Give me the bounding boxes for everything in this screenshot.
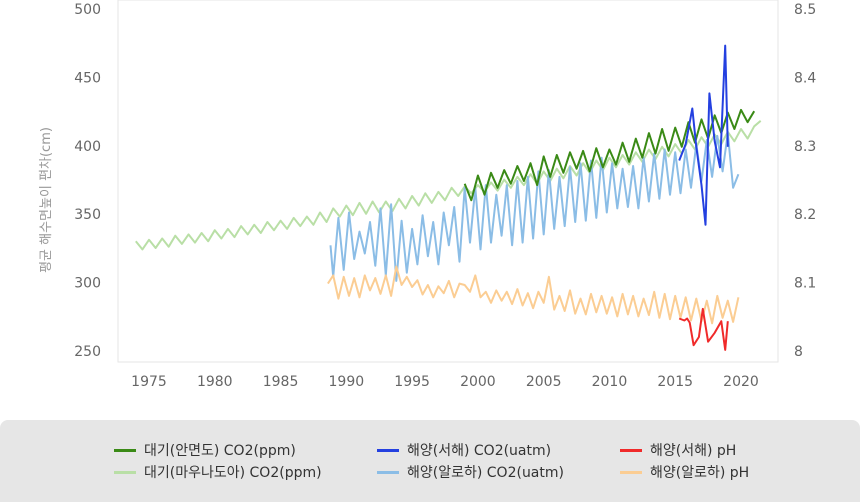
series-line-5 bbox=[327, 265, 740, 325]
x-axis: 1975 1980 1985 1990 1995 2000 2005 2010 2015 2020 bbox=[131, 374, 759, 390]
legend-item-5[interactable]: 해양(알로하) pH bbox=[620, 462, 749, 482]
y-left-tick-label: 400 bbox=[74, 139, 101, 155]
legend-item-1[interactable]: 대기(마우나도아) CO2(ppm) bbox=[114, 462, 322, 482]
legend-item-4[interactable]: 해양(서해) pH bbox=[620, 440, 736, 460]
x-tick-label: 1980 bbox=[197, 374, 233, 390]
legend: 대기(안면도) CO2(ppm) 해양(서해) CO2(uatm) 해양(서해) p… bbox=[0, 420, 860, 502]
series-line-1 bbox=[135, 120, 762, 251]
plot-area bbox=[117, 0, 779, 363]
y-right-tick-label: 8.3 bbox=[794, 139, 816, 155]
y-left-tick-label: 500 bbox=[74, 2, 101, 18]
series-line-3 bbox=[329, 132, 740, 282]
x-tick-label: 1985 bbox=[263, 374, 299, 390]
legend-label: 해양(서해) CO2(uatm) bbox=[407, 443, 552, 459]
legend-swatch bbox=[377, 448, 399, 452]
y-left-tick-label: 350 bbox=[74, 207, 101, 223]
series-line-4 bbox=[678, 307, 729, 351]
y-left-tick-label: 250 bbox=[74, 344, 101, 360]
legend-swatch bbox=[114, 448, 136, 452]
y-left-tick-label: 300 bbox=[74, 276, 101, 292]
y-axis-label: 평균 해수면높이 편차(cm) bbox=[39, 127, 54, 273]
y-right-tick-label: 8.2 bbox=[794, 207, 816, 223]
series-line-2 bbox=[678, 44, 729, 226]
legend-label: 대기(마우나도아) CO2(ppm) bbox=[144, 465, 322, 481]
series-layer bbox=[135, 44, 762, 351]
y-axis-left: 250 300 350 400 450 500 bbox=[74, 2, 101, 360]
y-right-tick-label: 8.1 bbox=[794, 276, 816, 292]
legend-item-0[interactable]: 대기(안면도) CO2(ppm) bbox=[114, 440, 296, 460]
legend-label: 대기(안면도) CO2(ppm) bbox=[144, 443, 296, 459]
x-tick-label: 2010 bbox=[592, 374, 628, 390]
legend-label: 해양(알로하) CO2(uatm) bbox=[407, 465, 564, 481]
legend-swatch bbox=[114, 470, 136, 474]
legend-item-3[interactable]: 해양(알로하) CO2(uatm) bbox=[377, 462, 564, 482]
legend-swatch bbox=[377, 470, 399, 474]
x-tick-label: 2015 bbox=[657, 374, 693, 390]
series-line-0 bbox=[463, 108, 756, 202]
legend-item-2[interactable]: 해양(서해) CO2(uatm) bbox=[377, 440, 551, 460]
legend-label: 해양(서해) pH bbox=[650, 443, 737, 459]
x-tick-label: 2020 bbox=[723, 374, 759, 390]
legend-label: 해양(알로하) pH bbox=[650, 465, 750, 481]
x-tick-label: 2000 bbox=[460, 374, 496, 390]
y-right-tick-label: 8 bbox=[794, 344, 803, 360]
y-axis-right: 8 8.1 8.2 8.3 8.4 8.5 bbox=[794, 2, 816, 360]
x-tick-label: 1990 bbox=[329, 374, 365, 390]
chart: 250 300 350 400 450 500 8 8.1 8.2 8.3 8.4 8.5 1975… bbox=[39, 0, 816, 390]
x-tick-label: 2005 bbox=[526, 374, 562, 390]
legend-swatch bbox=[620, 448, 642, 452]
legend-swatch bbox=[620, 470, 642, 474]
y-left-tick-label: 450 bbox=[74, 70, 101, 86]
x-tick-label: 1995 bbox=[394, 374, 430, 390]
x-tick-label: 1975 bbox=[131, 374, 167, 390]
y-right-tick-label: 8.5 bbox=[794, 2, 816, 18]
y-right-tick-label: 8.4 bbox=[794, 70, 816, 86]
